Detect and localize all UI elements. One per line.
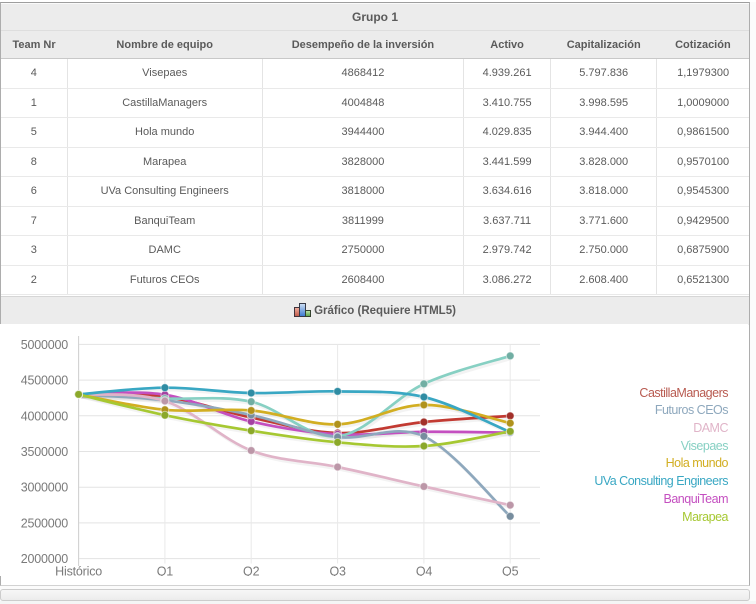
svg-text:Q1: Q1: [157, 565, 174, 576]
svg-text:Histórico: Histórico: [55, 565, 102, 576]
svg-text:4500000: 4500000: [21, 374, 69, 388]
svg-text:2000000: 2000000: [21, 552, 69, 566]
svg-text:3500000: 3500000: [21, 445, 69, 459]
svg-text:3000000: 3000000: [21, 481, 69, 495]
svg-text:Q5: Q5: [502, 565, 519, 576]
svg-text:5000000: 5000000: [21, 338, 69, 352]
svg-text:2500000: 2500000: [21, 516, 69, 530]
svg-text:Q4: Q4: [416, 565, 433, 576]
svg-text:Q3: Q3: [329, 565, 346, 576]
svg-text:Q2: Q2: [243, 565, 260, 576]
svg-text:4000000: 4000000: [21, 409, 69, 423]
